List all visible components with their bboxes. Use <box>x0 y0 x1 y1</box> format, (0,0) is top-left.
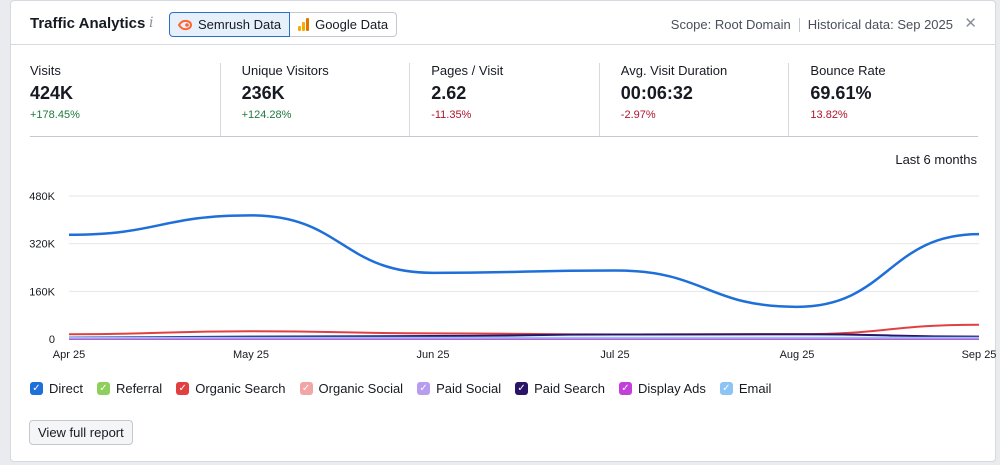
legend-label: Email <box>738 381 772 396</box>
metric-label: Bounce Rate <box>810 63 886 78</box>
legend-label: Paid Search <box>534 381 605 396</box>
metric-value: 00:06:32 <box>620 83 693 103</box>
legend-label: Direct <box>49 381 83 396</box>
close-icon[interactable]: ✕ <box>964 15 977 32</box>
chart-legend: ✓ Direct ✓ Referral ✓ Organic Search ✓ Organic … <box>30 381 771 396</box>
metric-label: Visits <box>30 63 61 78</box>
traffic-line-chart: 480K 320K 160K 0 Apr 25 May 25 Jun 25 Jul 25 Aug… <box>29 191 997 361</box>
series-line-organic-search <box>68 323 980 336</box>
period-label: Last 6 months <box>895 152 977 167</box>
metric-label: Unique Visitors <box>241 63 329 78</box>
series-line-direct <box>68 214 980 309</box>
x-tick-label: Jun 25 <box>416 349 449 361</box>
checkbox-icon[interactable]: ✓ <box>176 382 190 395</box>
scope-label: Scope: Root Domain <box>670 17 791 32</box>
legend-item-organic-search[interactable]: ✓ Organic Search <box>176 381 286 396</box>
metric-value: 2.62 <box>431 83 467 103</box>
semrush-data-label: Semrush Data <box>198 17 282 32</box>
legend-label: Paid Social <box>436 381 502 396</box>
semrush-data-button[interactable]: Semrush Data <box>169 12 291 37</box>
checkbox-icon[interactable]: ✓ <box>618 382 632 395</box>
metric-label: Pages / Visit <box>431 63 504 78</box>
traffic-analytics-card: Traffic Analytics i Semrush Data Google … <box>10 0 996 462</box>
metric-value: 424K <box>30 83 74 103</box>
y-tick-label: 320K <box>29 239 55 251</box>
metric-value: 69.61% <box>810 83 872 103</box>
scope-info: Scope: Root Domain Historical data: Sep … <box>671 17 953 32</box>
checkbox-icon[interactable]: ✓ <box>299 382 313 395</box>
metric-change: +124.28% <box>241 109 292 121</box>
legend-item-display-ads[interactable]: ✓ Display Ads <box>618 381 706 396</box>
checkbox-icon[interactable]: ✓ <box>515 382 529 395</box>
metric-visits: Visits 424K +178.45% <box>30 63 220 136</box>
view-full-report-button[interactable]: View full report <box>29 420 133 445</box>
google-data-button[interactable]: Google Data <box>290 12 398 37</box>
x-tick-label: Jul 25 <box>600 349 629 361</box>
info-icon[interactable]: i <box>149 15 154 31</box>
checkbox-icon[interactable]: ✓ <box>417 382 431 395</box>
semrush-logo-icon <box>178 19 192 30</box>
metric-change: -11.35% <box>431 109 472 121</box>
checkbox-icon[interactable]: ✓ <box>719 382 733 395</box>
x-tick-label: May 25 <box>233 349 269 361</box>
metric-change: 13.82% <box>810 109 848 121</box>
google-data-label: Google Data <box>315 17 389 32</box>
legend-label: Organic Social <box>318 381 404 396</box>
google-analytics-icon <box>298 18 310 31</box>
data-source-toggle: Semrush Data Google Data <box>169 12 398 37</box>
y-tick-label: 0 <box>49 334 55 346</box>
card-header: Traffic Analytics i Semrush Data Google … <box>11 1 995 45</box>
legend-label: Referral <box>115 381 163 396</box>
legend-item-email[interactable]: ✓ Email <box>719 381 772 396</box>
x-tick-label: Sep 25 <box>962 349 997 361</box>
metrics-row: Visits 424K +178.45% Unique Visitors 236… <box>30 63 978 137</box>
legend-item-organic-social[interactable]: ✓ Organic Social <box>299 381 404 396</box>
legend-item-referral[interactable]: ✓ Referral <box>96 381 163 396</box>
metric-unique-visitors: Unique Visitors 236K +124.28% <box>219 63 410 136</box>
historical-data-label: Historical data: Sep 2025 <box>807 17 953 32</box>
x-tick-label: Aug 25 <box>780 349 815 361</box>
metric-bounce-rate: Bounce Rate 69.61% 13.82% <box>788 63 978 136</box>
metric-change: +178.45% <box>30 109 80 121</box>
legend-item-paid-search[interactable]: ✓ Paid Search <box>515 381 605 396</box>
metric-change: -2.97% <box>620 109 656 121</box>
widget-title: Traffic Analytics <box>30 15 146 32</box>
metric-pages-per-visit: Pages / Visit 2.62 -11.35% <box>409 63 599 136</box>
x-tick-label: Apr 25 <box>53 349 85 361</box>
metric-label: Avg. Visit Duration <box>620 63 728 78</box>
metric-avg-visit-duration: Avg. Visit Duration 00:06:32 -2.97% <box>598 63 789 136</box>
legend-label: Display Ads <box>637 381 706 396</box>
divider <box>798 17 800 32</box>
series-line-paid-search <box>68 333 980 339</box>
y-tick-label: 160K <box>29 286 55 298</box>
metric-value: 236K <box>241 83 285 103</box>
legend-item-direct[interactable]: ✓ Direct <box>30 381 83 396</box>
checkbox-icon[interactable]: ✓ <box>30 382 43 395</box>
checkbox-icon[interactable]: ✓ <box>96 382 110 395</box>
legend-label: Organic Search <box>195 381 286 396</box>
legend-item-paid-social[interactable]: ✓ Paid Social <box>417 381 501 396</box>
y-tick-label: 480K <box>29 191 55 203</box>
